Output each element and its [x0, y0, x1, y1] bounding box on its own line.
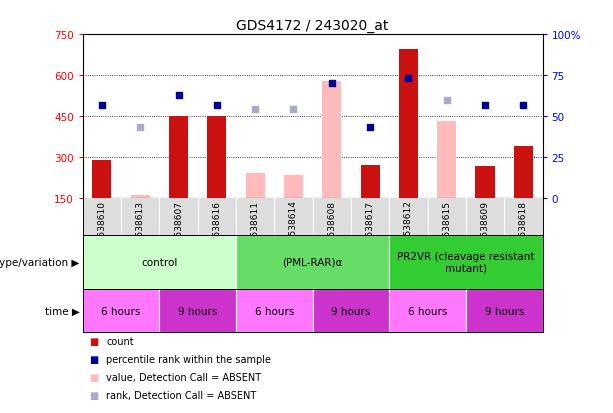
Bar [322, 81, 341, 198]
Bar [284, 175, 303, 198]
Text: ■: ■ [89, 337, 98, 347]
Bar [389, 235, 543, 289]
Text: GSM538609: GSM538609 [481, 200, 490, 255]
Bar [131, 195, 150, 198]
Bar [360, 166, 379, 198]
Text: GSM538617: GSM538617 [365, 200, 375, 255]
Text: (PML-RAR)α: (PML-RAR)α [283, 257, 343, 267]
Text: 6 hours: 6 hours [101, 306, 141, 316]
Text: ■: ■ [89, 372, 98, 382]
Bar [83, 289, 159, 332]
Bar [207, 116, 226, 198]
Point [365, 125, 375, 131]
Bar [389, 289, 466, 332]
Bar [313, 289, 389, 332]
Text: GSM538610: GSM538610 [97, 200, 107, 255]
Point [212, 102, 222, 109]
Title: GDS4172 / 243020_at: GDS4172 / 243020_at [237, 19, 389, 33]
Bar [399, 50, 418, 198]
Bar [236, 289, 313, 332]
Text: 9 hours: 9 hours [178, 306, 218, 316]
Point [97, 102, 107, 109]
Bar [159, 289, 236, 332]
Text: count: count [106, 337, 134, 347]
Text: ■: ■ [89, 390, 98, 400]
Text: GSM538608: GSM538608 [327, 200, 337, 255]
Bar [476, 167, 495, 198]
Text: control: control [141, 257, 178, 267]
Text: PR2VR (cleavage resistant
mutant): PR2VR (cleavage resistant mutant) [397, 252, 535, 273]
Bar [246, 174, 265, 198]
Bar [437, 122, 456, 198]
Bar [514, 147, 533, 198]
Text: value, Detection Call = ABSENT: value, Detection Call = ABSENT [106, 372, 261, 382]
Text: time ▶: time ▶ [45, 306, 80, 316]
Point [327, 81, 337, 87]
Text: percentile rank within the sample: percentile rank within the sample [106, 354, 271, 364]
Text: 9 hours: 9 hours [484, 306, 524, 316]
Point [480, 102, 490, 109]
Text: GSM538614: GSM538614 [289, 200, 298, 255]
Bar [83, 235, 236, 289]
Text: ■: ■ [89, 354, 98, 364]
Text: GSM538613: GSM538613 [135, 200, 145, 255]
Bar [93, 160, 112, 198]
Text: GSM538607: GSM538607 [174, 200, 183, 255]
Text: GSM538611: GSM538611 [251, 200, 260, 255]
Text: genotype/variation ▶: genotype/variation ▶ [0, 257, 80, 267]
Text: 6 hours: 6 hours [254, 306, 294, 316]
Bar [169, 116, 188, 198]
Text: GSM538615: GSM538615 [442, 200, 451, 255]
Point [289, 107, 299, 114]
Point [250, 107, 260, 114]
Bar [466, 289, 543, 332]
Text: GSM538616: GSM538616 [212, 200, 221, 255]
Point [519, 102, 528, 109]
Point [173, 92, 183, 99]
Text: rank, Detection Call = ABSENT: rank, Detection Call = ABSENT [106, 390, 256, 400]
Point [403, 76, 413, 83]
Text: 6 hours: 6 hours [408, 306, 447, 316]
Point [442, 97, 452, 104]
Text: GSM538612: GSM538612 [404, 200, 413, 255]
Bar [236, 235, 389, 289]
Point [135, 125, 145, 131]
Text: GSM538618: GSM538618 [519, 200, 528, 255]
Text: 9 hours: 9 hours [331, 306, 371, 316]
